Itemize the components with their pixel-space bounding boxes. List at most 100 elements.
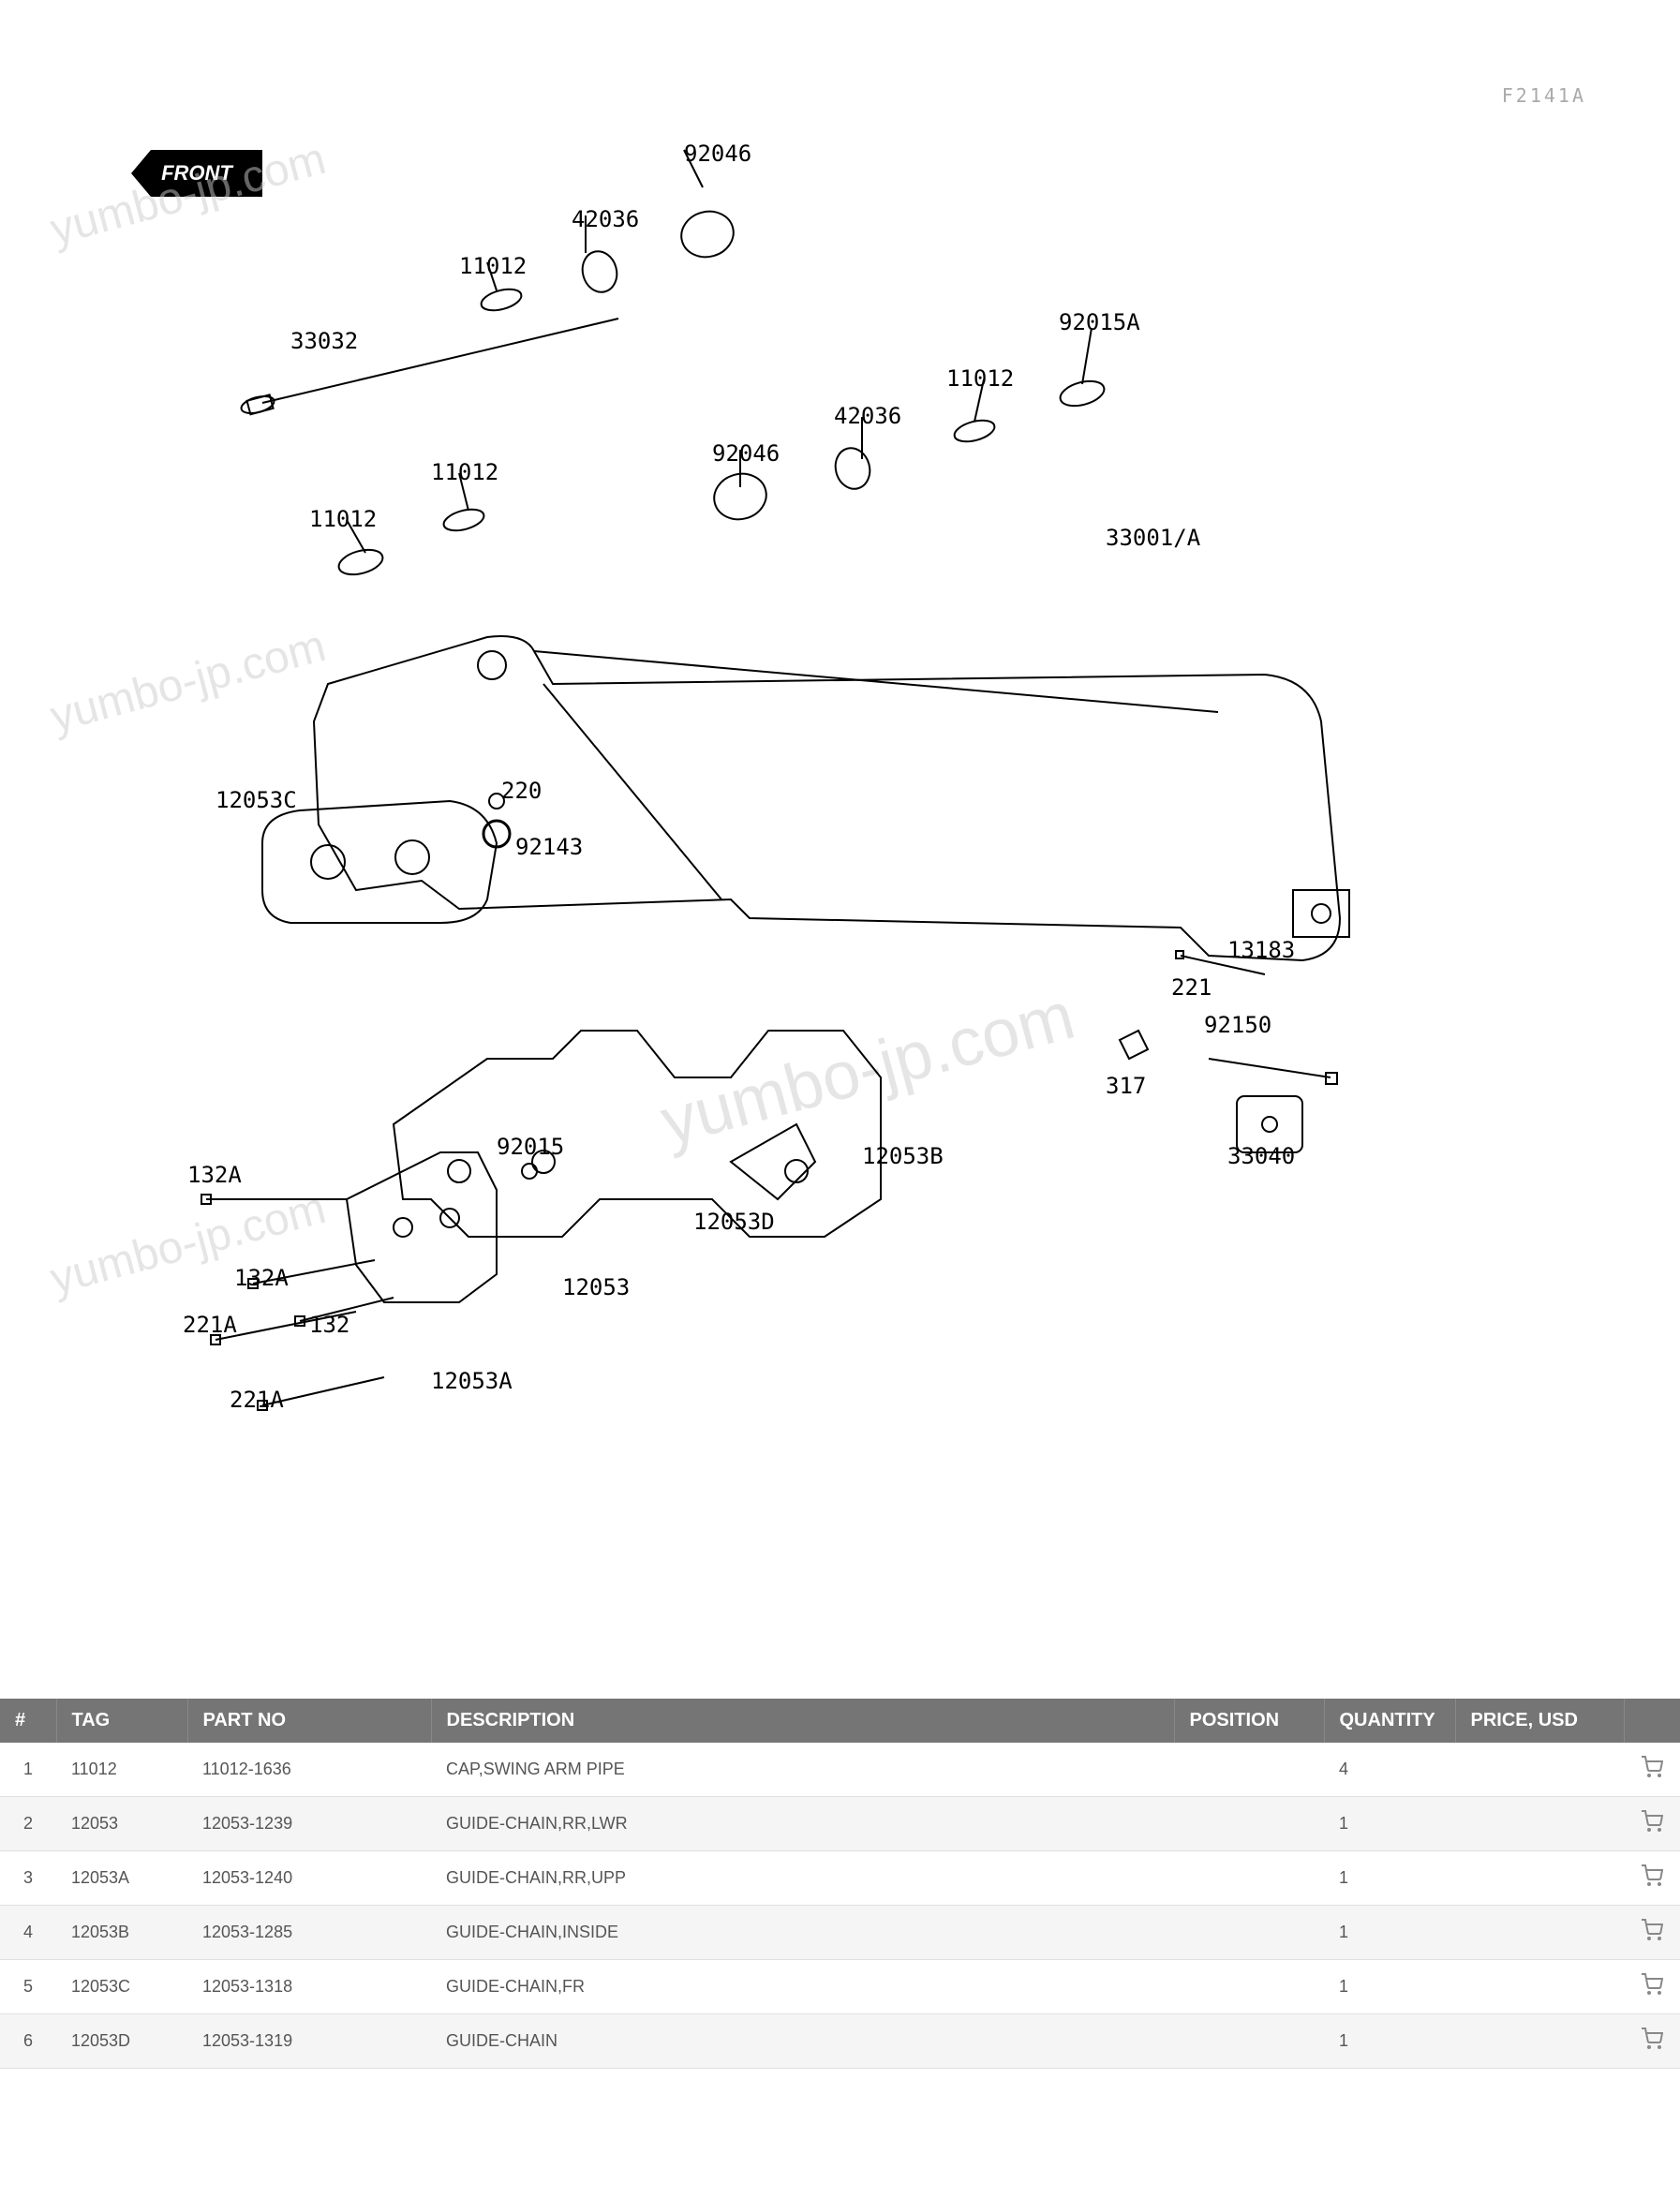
part-label: 12053A bbox=[431, 1368, 513, 1394]
cell-partno[interactable]: 12053-1319 bbox=[187, 2014, 431, 2069]
cell-partno[interactable]: 12053-1285 bbox=[187, 1906, 431, 1960]
cart-icon[interactable] bbox=[1641, 2035, 1663, 2054]
cell-position bbox=[1174, 1906, 1324, 1960]
column-header-num[interactable]: # bbox=[0, 1699, 56, 1743]
part-label: 92150 bbox=[1204, 1012, 1271, 1038]
cell-quantity: 1 bbox=[1324, 1906, 1455, 1960]
table-row[interactable]: 21205312053-1239GUIDE-CHAIN,RR,LWR 1 bbox=[0, 1797, 1680, 1851]
cell-quantity: 1 bbox=[1324, 2014, 1455, 2069]
cell-price bbox=[1455, 1743, 1624, 1797]
cell-description: CAP,SWING ARM PIPE bbox=[431, 1743, 1174, 1797]
part-label: 12053D bbox=[693, 1209, 775, 1235]
part-label: 11012 bbox=[309, 506, 377, 532]
cell-num: 6 bbox=[0, 2014, 56, 2069]
part-label: 11012 bbox=[946, 365, 1014, 392]
cell-price bbox=[1455, 1797, 1624, 1851]
column-header-description[interactable]: DESCRIPTION bbox=[431, 1699, 1174, 1743]
cell-price bbox=[1455, 1906, 1624, 1960]
part-label: 12053B bbox=[862, 1143, 944, 1169]
table-row[interactable]: 412053B12053-1285GUIDE-CHAIN,INSIDE 1 bbox=[0, 1906, 1680, 1960]
table-body: 11101211012-1636CAP,SWING ARM PIPE421205… bbox=[0, 1743, 1680, 2069]
part-label: 33040 bbox=[1227, 1143, 1295, 1169]
exploded-parts-diagram bbox=[0, 0, 1680, 1680]
cell-partno[interactable]: 12053-1318 bbox=[187, 1960, 431, 2014]
part-label: 221A bbox=[183, 1312, 237, 1338]
cell-cart[interactable] bbox=[1624, 1851, 1680, 1906]
table-row[interactable]: 512053C12053-1318GUIDE-CHAIN,FR 1 bbox=[0, 1960, 1680, 2014]
cell-description: GUIDE-CHAIN,INSIDE bbox=[431, 1906, 1174, 1960]
cell-tag: 12053B bbox=[56, 1906, 187, 1960]
cell-position bbox=[1174, 2014, 1324, 2069]
cell-tag: 11012 bbox=[56, 1743, 187, 1797]
cell-tag: 12053A bbox=[56, 1851, 187, 1906]
cell-quantity: 1 bbox=[1324, 1797, 1455, 1851]
cart-icon[interactable] bbox=[1641, 1981, 1663, 1999]
part-label: 221A bbox=[230, 1387, 284, 1413]
cell-quantity: 1 bbox=[1324, 1851, 1455, 1906]
part-label: 33001/A bbox=[1106, 525, 1200, 551]
column-header-quantity[interactable]: QUANTITY bbox=[1324, 1699, 1455, 1743]
column-header-partno[interactable]: PART NO bbox=[187, 1699, 431, 1743]
cell-tag: 12053 bbox=[56, 1797, 187, 1851]
cell-cart[interactable] bbox=[1624, 1906, 1680, 1960]
part-label: 11012 bbox=[431, 459, 498, 485]
cell-num: 4 bbox=[0, 1906, 56, 1960]
column-header-price[interactable]: PRICE, USD bbox=[1455, 1699, 1624, 1743]
cart-icon[interactable] bbox=[1641, 1763, 1663, 1782]
table-row[interactable]: 312053A12053-1240GUIDE-CHAIN,RR,UPP 1 bbox=[0, 1851, 1680, 1906]
cell-cart[interactable] bbox=[1624, 1743, 1680, 1797]
part-label: 12053C bbox=[216, 787, 297, 813]
cart-icon[interactable] bbox=[1641, 1872, 1663, 1891]
cell-partno[interactable]: 11012-1636 bbox=[187, 1743, 431, 1797]
part-label: 220 bbox=[501, 778, 542, 804]
diagram-container: F2141A FRONT yumbo-jp.com yumbo-jp.com y… bbox=[0, 0, 1680, 1680]
cell-tag: 12053D bbox=[56, 2014, 187, 2069]
part-label: 132A bbox=[187, 1162, 242, 1188]
part-label: 12053 bbox=[562, 1274, 630, 1300]
parts-table: # TAG PART NO DESCRIPTION POSITION QUANT… bbox=[0, 1699, 1680, 2069]
cart-icon[interactable] bbox=[1641, 1818, 1663, 1836]
cell-position bbox=[1174, 1851, 1324, 1906]
cell-num: 3 bbox=[0, 1851, 56, 1906]
part-label: 132 bbox=[309, 1312, 349, 1338]
part-label: 92046 bbox=[712, 440, 780, 467]
cell-tag: 12053C bbox=[56, 1960, 187, 2014]
cell-position bbox=[1174, 1797, 1324, 1851]
cell-quantity: 4 bbox=[1324, 1743, 1455, 1797]
column-header-position[interactable]: POSITION bbox=[1174, 1699, 1324, 1743]
cell-partno[interactable]: 12053-1239 bbox=[187, 1797, 431, 1851]
cell-price bbox=[1455, 1960, 1624, 2014]
cell-num: 2 bbox=[0, 1797, 56, 1851]
cell-position bbox=[1174, 1960, 1324, 2014]
column-header-cart bbox=[1624, 1699, 1680, 1743]
cell-num: 5 bbox=[0, 1960, 56, 2014]
cell-price bbox=[1455, 2014, 1624, 2069]
cell-num: 1 bbox=[0, 1743, 56, 1797]
cell-cart[interactable] bbox=[1624, 2014, 1680, 2069]
table-header: # TAG PART NO DESCRIPTION POSITION QUANT… bbox=[0, 1699, 1680, 1743]
part-label: 42036 bbox=[834, 403, 901, 429]
cell-price bbox=[1455, 1851, 1624, 1906]
part-label: 132A bbox=[234, 1265, 289, 1291]
cell-cart[interactable] bbox=[1624, 1797, 1680, 1851]
table-row[interactable]: 11101211012-1636CAP,SWING ARM PIPE 4 bbox=[0, 1743, 1680, 1797]
cell-description: GUIDE-CHAIN,RR,UPP bbox=[431, 1851, 1174, 1906]
cart-icon[interactable] bbox=[1641, 1926, 1663, 1945]
part-label: 92015A bbox=[1059, 309, 1140, 335]
part-label: 92143 bbox=[515, 834, 583, 860]
part-label: 42036 bbox=[572, 206, 639, 232]
part-label: 13183 bbox=[1227, 937, 1295, 963]
cell-description: GUIDE-CHAIN,FR bbox=[431, 1960, 1174, 2014]
cell-partno[interactable]: 12053-1240 bbox=[187, 1851, 431, 1906]
cell-description: GUIDE-CHAIN bbox=[431, 2014, 1174, 2069]
part-label: 11012 bbox=[459, 253, 527, 279]
part-label: 92015 bbox=[497, 1134, 564, 1160]
table-row[interactable]: 612053D12053-1319GUIDE-CHAIN 1 bbox=[0, 2014, 1680, 2069]
cell-description: GUIDE-CHAIN,RR,LWR bbox=[431, 1797, 1174, 1851]
part-label: 317 bbox=[1106, 1073, 1146, 1099]
column-header-tag[interactable]: TAG bbox=[56, 1699, 187, 1743]
cell-quantity: 1 bbox=[1324, 1960, 1455, 2014]
part-label: 221 bbox=[1171, 974, 1212, 1001]
cell-cart[interactable] bbox=[1624, 1960, 1680, 2014]
part-label: 92046 bbox=[684, 141, 751, 167]
